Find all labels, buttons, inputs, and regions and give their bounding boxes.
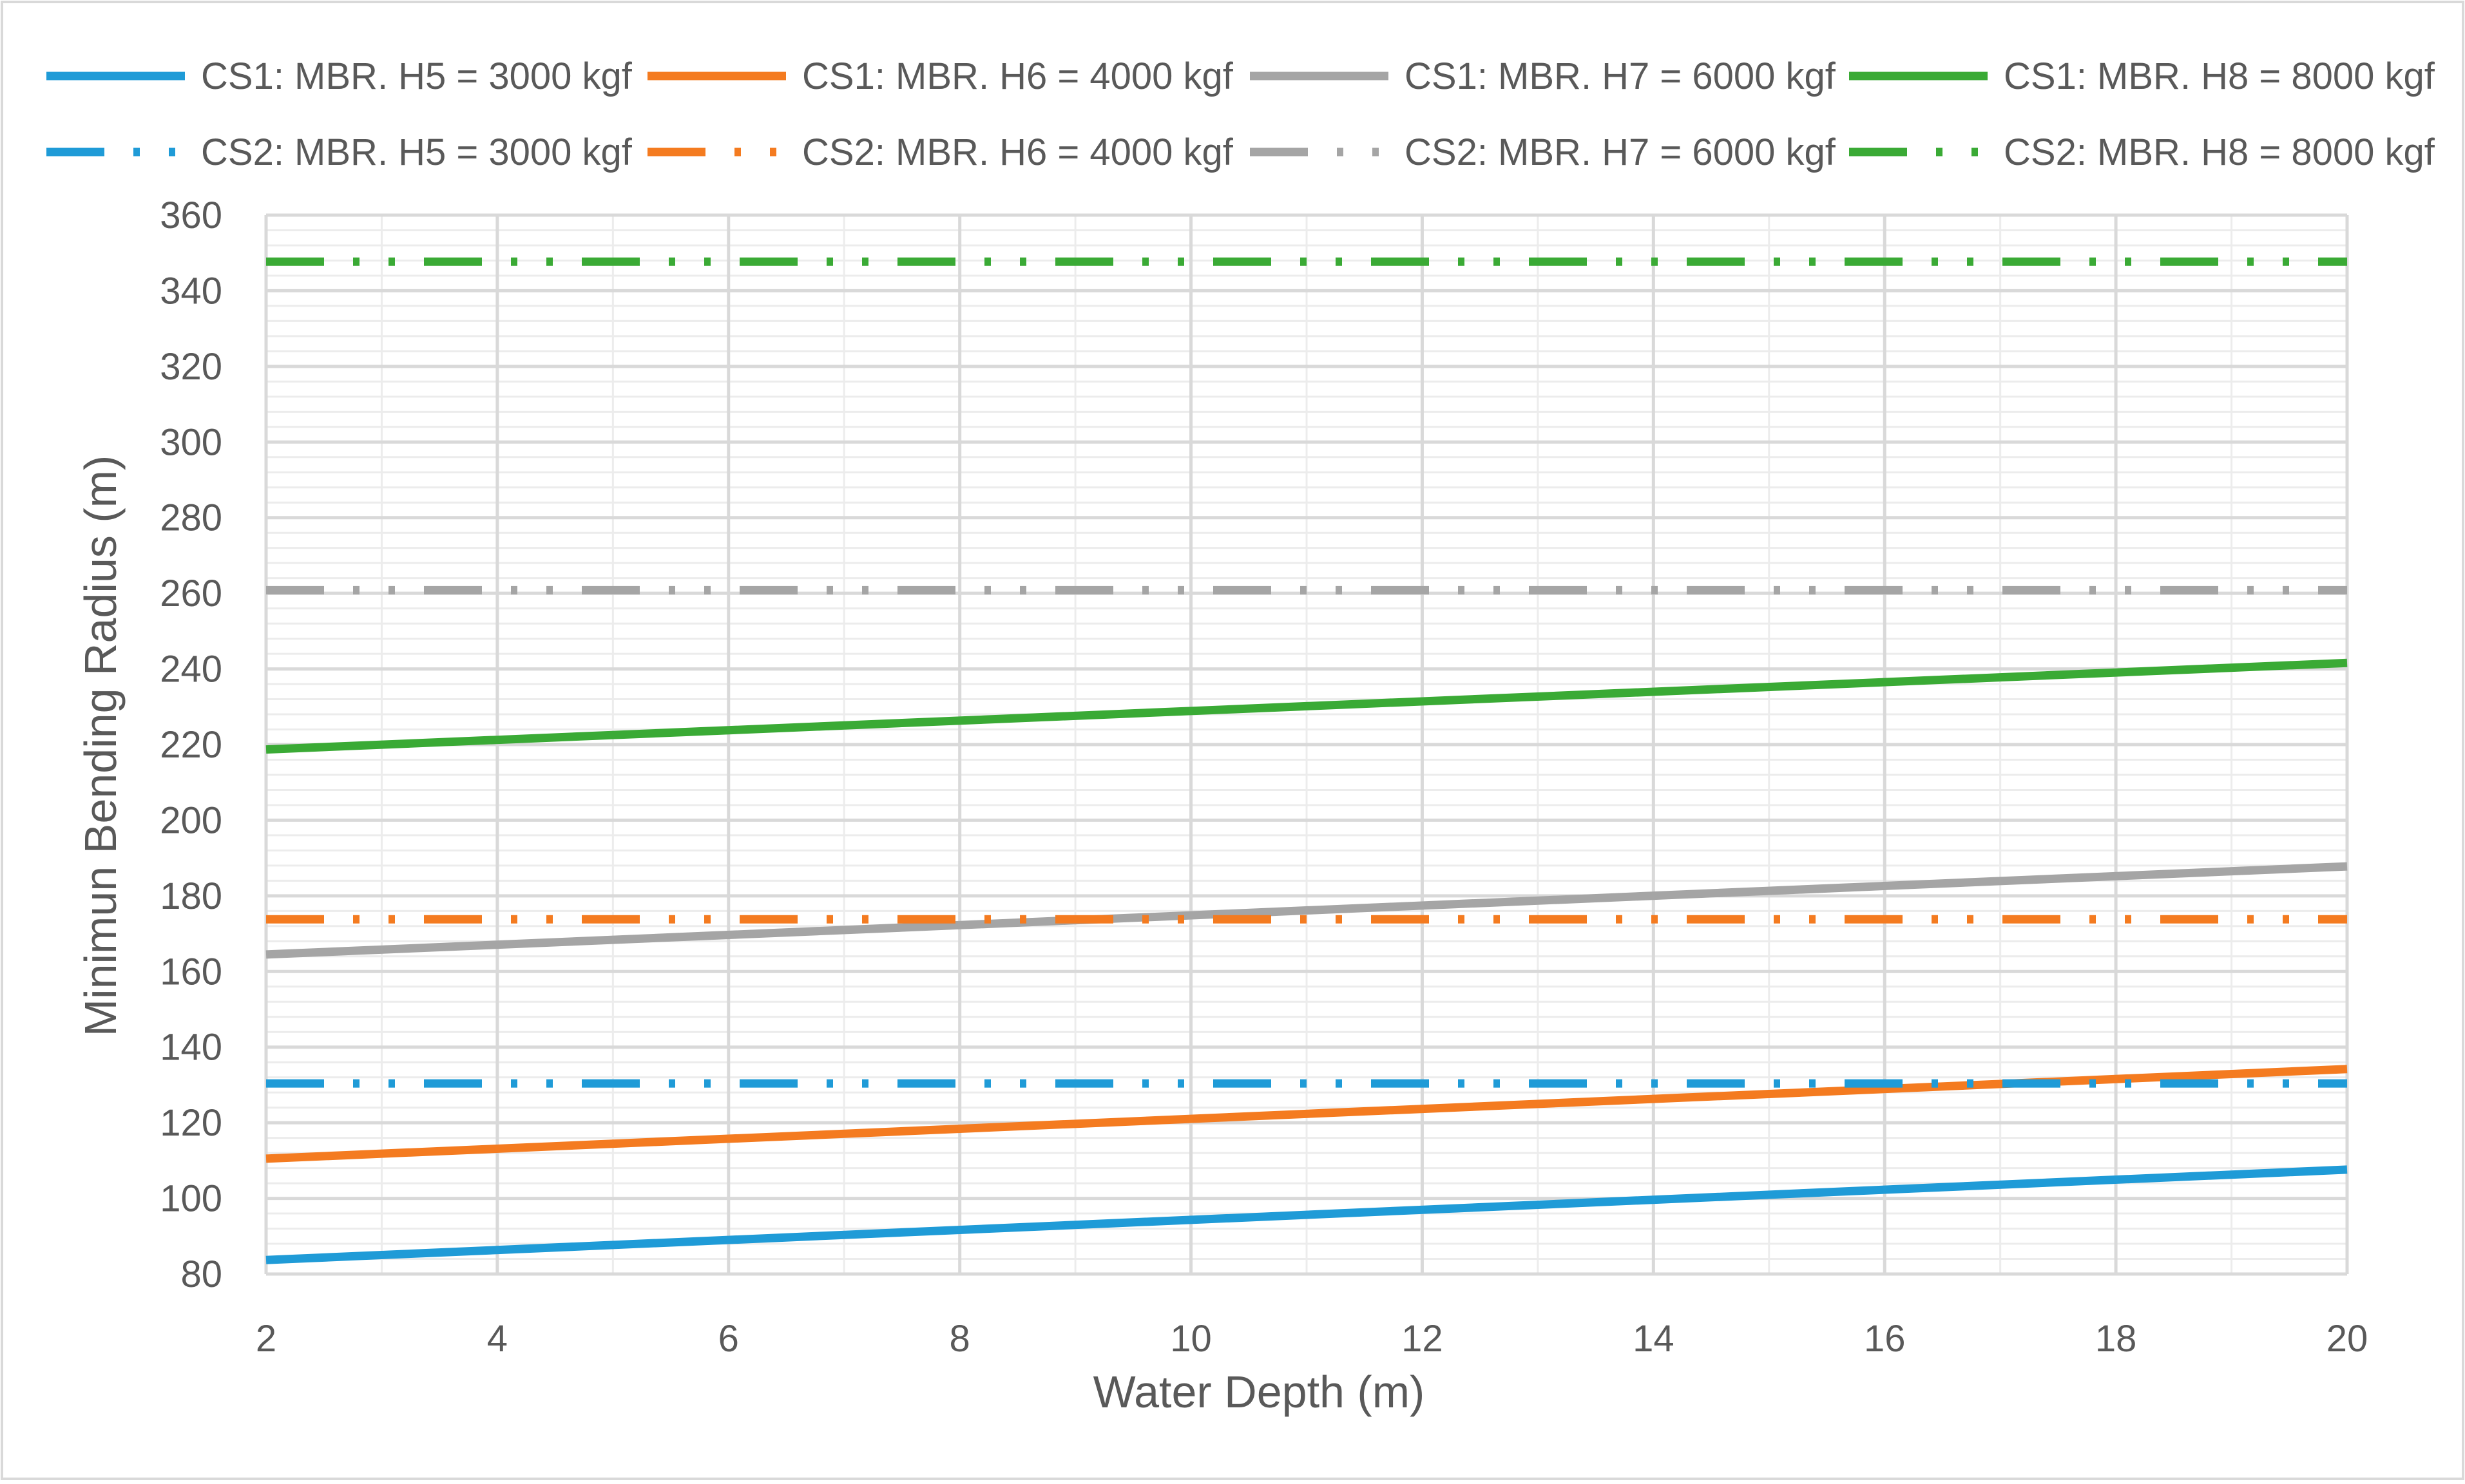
y-tick-label: 340 xyxy=(160,270,222,312)
x-tick-label: 12 xyxy=(1401,1318,1443,1360)
x-tick-label: 20 xyxy=(2326,1318,2368,1360)
legend: CS1: MBR. H5 = 3000 kgf CS1: MBR. H6 = 40… xyxy=(46,55,2435,173)
y-tick-label: 180 xyxy=(160,875,222,917)
legend-label: CS1: MBR. H8 = 8000 kgf xyxy=(2004,55,2435,97)
series-line-1 xyxy=(265,1165,2348,1264)
legend-label: CS2: MBR. H5 = 3000 kgf xyxy=(201,131,633,173)
x-tick-label: 16 xyxy=(1864,1318,1906,1360)
y-tick-label: 120 xyxy=(160,1102,222,1144)
y-tick-label: 320 xyxy=(160,346,222,388)
y-tick-label: 140 xyxy=(160,1027,222,1069)
legend-item-8: CS2: MBR. H8 = 8000 kgf xyxy=(1849,131,2435,173)
y-tick-label: 80 xyxy=(180,1253,222,1295)
x-tick-label: 4 xyxy=(487,1318,508,1360)
x-tick-label: 10 xyxy=(1170,1318,1212,1360)
legend-label: CS1: MBR. H6 = 4000 kgf xyxy=(802,55,1234,97)
legend-item-7: CS2: MBR. H7 = 6000 kgf xyxy=(1250,131,1836,173)
y-tick-label: 280 xyxy=(160,497,222,539)
y-tick-label: 200 xyxy=(160,799,222,841)
legend-label: CS1: MBR. H5 = 3000 kgf xyxy=(201,55,633,97)
x-tick-label: 14 xyxy=(1633,1318,1674,1360)
x-tick-label: 2 xyxy=(256,1318,276,1360)
series-line-2 xyxy=(265,1065,2348,1163)
legend-label: CS2: MBR. H6 = 4000 kgf xyxy=(802,131,1234,173)
tick-labels: 8010012014016018020022024026028030032034… xyxy=(160,195,2368,1360)
y-tick-label: 240 xyxy=(160,649,222,690)
x-tick-label: 6 xyxy=(718,1318,739,1360)
y-tick-label: 360 xyxy=(160,195,222,236)
y-tick-label: 260 xyxy=(160,573,222,614)
legend-item-4: CS1: MBR. H8 = 8000 kgf xyxy=(1849,55,2435,97)
x-tick-label: 8 xyxy=(950,1318,970,1360)
grid xyxy=(264,213,2349,1276)
legend-item-3: CS1: MBR. H7 = 6000 kgf xyxy=(1250,55,1836,97)
y-tick-label: 300 xyxy=(160,421,222,463)
legend-label: CS2: MBR. H8 = 8000 kgf xyxy=(2004,131,2435,173)
x-tick-label: 18 xyxy=(2095,1318,2137,1360)
y-tick-label: 220 xyxy=(160,724,222,766)
x-axis-label: Water Depth (m) xyxy=(1093,1367,1425,1417)
y-tick-label: 100 xyxy=(160,1178,222,1220)
series-line-3 xyxy=(265,862,2348,959)
legend-label: CS2: MBR. H7 = 6000 kgf xyxy=(1405,131,1836,173)
legend-label: CS1: MBR. H7 = 6000 kgf xyxy=(1405,55,1836,97)
series-line-4 xyxy=(265,658,2348,754)
y-tick-label: 160 xyxy=(160,951,222,993)
legend-item-6: CS2: MBR. H6 = 4000 kgf xyxy=(647,131,1234,173)
legend-item-2: CS1: MBR. H6 = 4000 kgf xyxy=(647,55,1234,97)
y-axis-label: Minimun Bending Radius (m) xyxy=(75,455,126,1037)
legend-item-1: CS1: MBR. H5 = 3000 kgf xyxy=(46,55,633,97)
plot-series xyxy=(265,257,2348,1264)
legend-item-5: CS2: MBR. H5 = 3000 kgf xyxy=(46,131,633,173)
